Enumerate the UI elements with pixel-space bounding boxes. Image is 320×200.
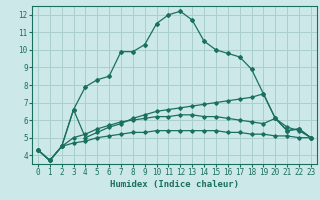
X-axis label: Humidex (Indice chaleur): Humidex (Indice chaleur): [110, 180, 239, 189]
